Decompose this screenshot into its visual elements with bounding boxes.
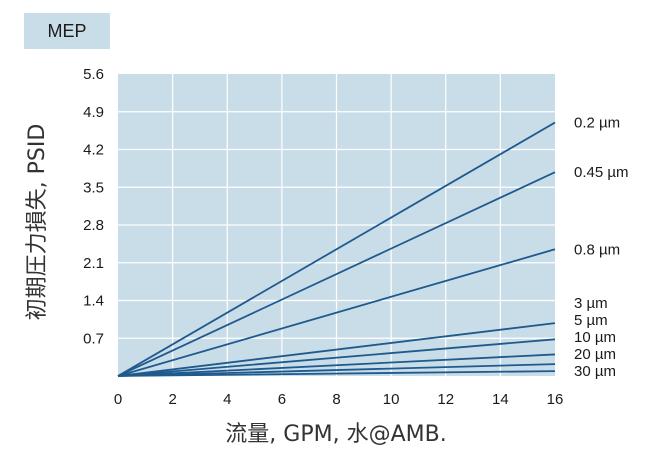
series-label: 20 µm [574, 346, 616, 363]
series-label: 30 µm [574, 363, 616, 380]
series-line [117, 338, 556, 377]
badge-label: MEP [47, 20, 87, 41]
series-line [117, 353, 556, 377]
x-tick-label: 2 [168, 391, 176, 408]
y-tick-label: 2.8 [83, 217, 104, 234]
y-tick-label: 0.7 [83, 330, 104, 347]
y-tick-label: 4.9 [83, 104, 104, 121]
x-tick-label: 6 [278, 391, 286, 408]
y-tick-label: 1.4 [83, 293, 104, 310]
gridlines [118, 74, 555, 376]
series-label: 3 µm [574, 295, 608, 312]
x-tick-label: 4 [223, 391, 231, 408]
series-label: 5 µm [574, 312, 608, 329]
series-line [117, 370, 556, 377]
y-tick-label: 5.6 [83, 66, 104, 83]
series-line [117, 322, 556, 377]
x-tick-label: 16 [547, 391, 564, 408]
y-tick-label: 4.2 [83, 142, 104, 159]
y-tick-label: 3.5 [83, 179, 104, 196]
mep-badge: MEP [24, 13, 110, 49]
series-label: 10 µm [574, 329, 616, 346]
x-tick-label: 10 [383, 391, 400, 408]
series-label: 0.8 µm [574, 241, 620, 258]
y-axis-title: 初期圧力損失, PSID [25, 124, 50, 321]
series-label: 0.45 µm [574, 164, 629, 181]
x-tick-label: 14 [492, 391, 509, 408]
series-label: 0.2 µm [574, 115, 620, 132]
series-line [117, 363, 556, 377]
y-axis-ticks: 0.7 1.4 2.1 2.8 3.5 4.2 4.9 5.6 [83, 66, 104, 347]
x-tick-label: 12 [437, 391, 454, 408]
x-tick-label: 0 [114, 391, 122, 408]
series-lines [117, 121, 556, 377]
x-tick-label: 8 [332, 391, 340, 408]
y-tick-label: 2.1 [83, 255, 104, 272]
x-axis-title: 流量, GPM, 水@AMB. [225, 422, 446, 447]
series-line [117, 171, 556, 377]
series-line [117, 248, 556, 377]
x-axis-ticks: 0 2 4 6 8 10 12 14 16 [114, 391, 564, 408]
series-line [117, 121, 556, 377]
